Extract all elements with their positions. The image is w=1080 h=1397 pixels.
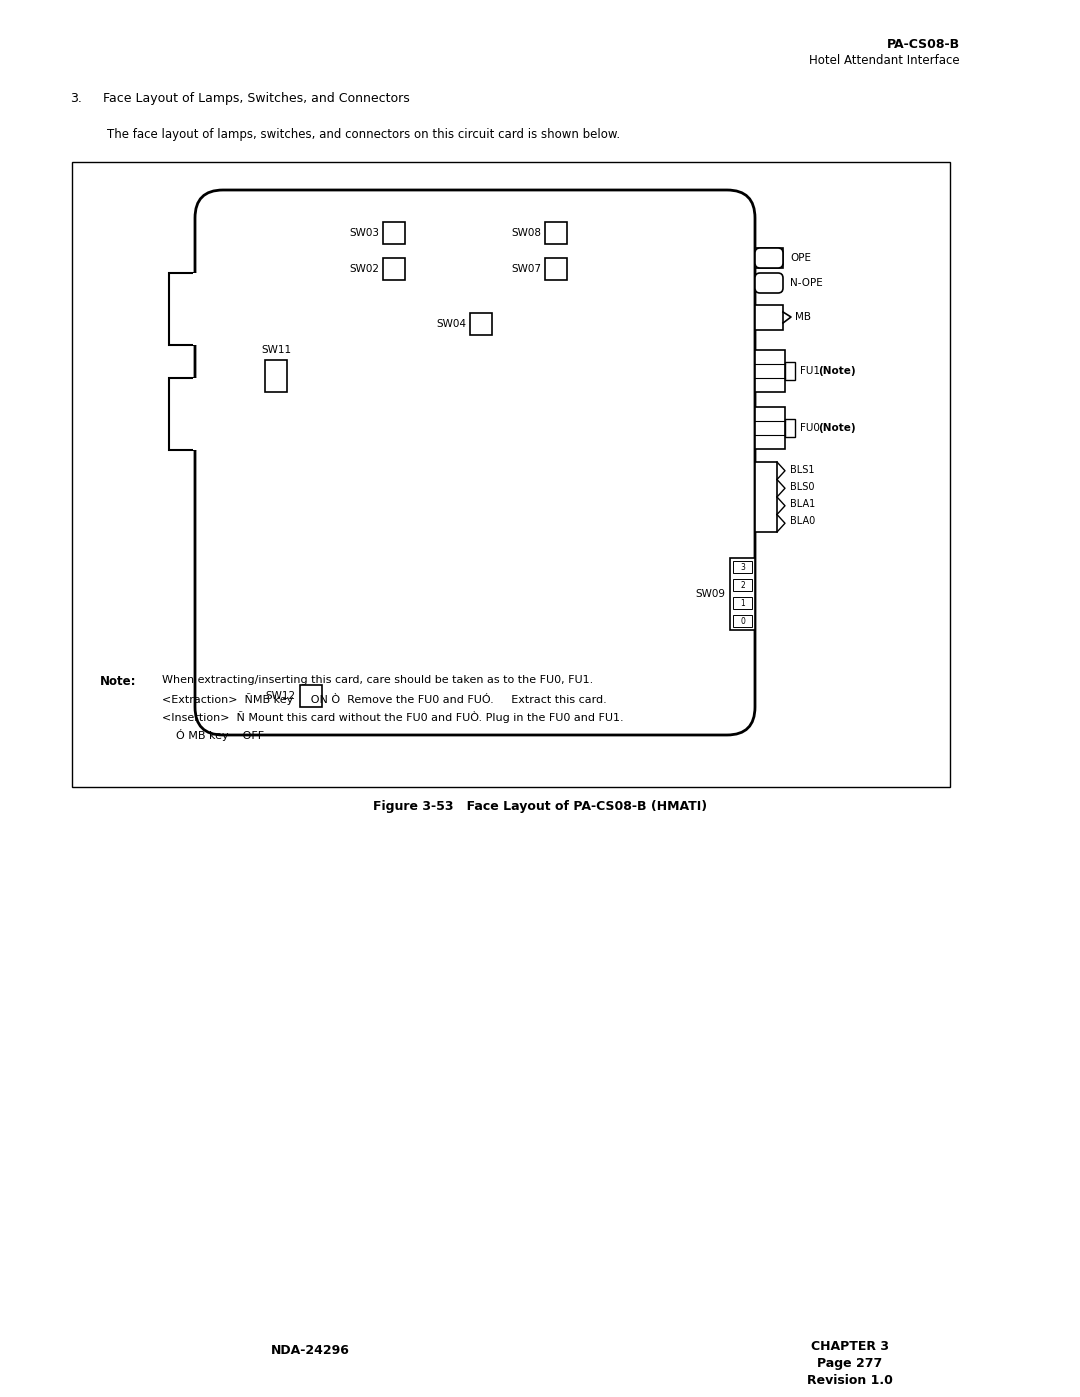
Bar xyxy=(193,379,197,450)
Text: BLA1: BLA1 xyxy=(789,499,815,509)
Text: Revision 1.0: Revision 1.0 xyxy=(807,1375,893,1387)
Text: (Note): (Note) xyxy=(818,423,855,433)
Bar xyxy=(72,162,950,787)
Bar xyxy=(470,313,492,335)
Text: CHAPTER 3: CHAPTER 3 xyxy=(811,1340,889,1354)
Text: OPE: OPE xyxy=(789,253,811,263)
Text: SW11: SW11 xyxy=(261,345,292,355)
Bar xyxy=(755,351,785,393)
Bar xyxy=(785,362,795,380)
Text: (Note): (Note) xyxy=(818,366,855,376)
Text: BLA0: BLA0 xyxy=(789,515,815,527)
Text: SW03: SW03 xyxy=(349,228,379,237)
Bar xyxy=(168,379,195,450)
Text: 2: 2 xyxy=(740,581,745,590)
Text: FU0: FU0 xyxy=(800,423,823,433)
Text: Ó MB key    OFF: Ó MB key OFF xyxy=(162,729,265,740)
Bar xyxy=(733,578,752,591)
Text: SW12: SW12 xyxy=(266,692,296,701)
Bar xyxy=(265,360,287,393)
Text: Face Layout of Lamps, Switches, and Connectors: Face Layout of Lamps, Switches, and Conn… xyxy=(103,92,409,105)
Bar xyxy=(168,272,195,345)
FancyBboxPatch shape xyxy=(755,249,783,268)
Text: When extracting/inserting this card, care should be taken as to the FU0, FU1.: When extracting/inserting this card, car… xyxy=(162,675,593,685)
Bar xyxy=(733,562,752,573)
Text: Note:: Note: xyxy=(100,675,136,687)
Bar xyxy=(733,597,752,609)
Text: The face layout of lamps, switches, and connectors on this circuit card is shown: The face layout of lamps, switches, and … xyxy=(107,129,620,141)
Text: 1: 1 xyxy=(740,598,745,608)
Bar xyxy=(785,419,795,437)
Text: SW08: SW08 xyxy=(511,228,541,237)
Text: BLS1: BLS1 xyxy=(789,465,814,475)
Bar xyxy=(755,305,783,330)
Text: Hotel Attendant Interface: Hotel Attendant Interface xyxy=(809,54,960,67)
Bar xyxy=(755,462,777,532)
Bar xyxy=(193,272,197,345)
FancyBboxPatch shape xyxy=(755,272,783,293)
Text: BLS0: BLS0 xyxy=(789,482,814,492)
Text: 3: 3 xyxy=(740,563,745,571)
Bar xyxy=(755,249,783,268)
Text: MB: MB xyxy=(795,312,811,321)
Text: N-OPE: N-OPE xyxy=(789,278,823,288)
Text: Figure 3-53   Face Layout of PA-CS08-B (HMATI): Figure 3-53 Face Layout of PA-CS08-B (HM… xyxy=(373,800,707,813)
Text: SW07: SW07 xyxy=(511,264,541,274)
Text: FU1: FU1 xyxy=(800,366,823,376)
Bar xyxy=(383,222,405,244)
Text: SW02: SW02 xyxy=(349,264,379,274)
Bar xyxy=(730,557,755,630)
Text: <Extraction>  ÑMB key     ON Ò  Remove the FU0 and FUÓ.     Extract this card.: <Extraction> ÑMB key ON Ò Remove the FU0… xyxy=(162,693,607,705)
Text: NDA-24296: NDA-24296 xyxy=(271,1344,350,1356)
Text: SW04: SW04 xyxy=(436,319,465,330)
Text: SW09: SW09 xyxy=(696,590,725,599)
FancyBboxPatch shape xyxy=(195,190,755,735)
Bar xyxy=(383,258,405,279)
Text: <Insertion>  Ñ Mount this card without the FU0 and FUÒ. Plug in the FU0 and FU1.: <Insertion> Ñ Mount this card without th… xyxy=(162,711,623,724)
Bar xyxy=(545,222,567,244)
Bar xyxy=(300,685,322,707)
Text: Page 277: Page 277 xyxy=(818,1356,882,1370)
Text: 3.: 3. xyxy=(70,92,82,105)
Bar xyxy=(755,407,785,448)
Text: 0: 0 xyxy=(740,616,745,626)
Bar xyxy=(733,615,752,627)
Bar xyxy=(545,258,567,279)
Text: PA-CS08-B: PA-CS08-B xyxy=(887,38,960,52)
